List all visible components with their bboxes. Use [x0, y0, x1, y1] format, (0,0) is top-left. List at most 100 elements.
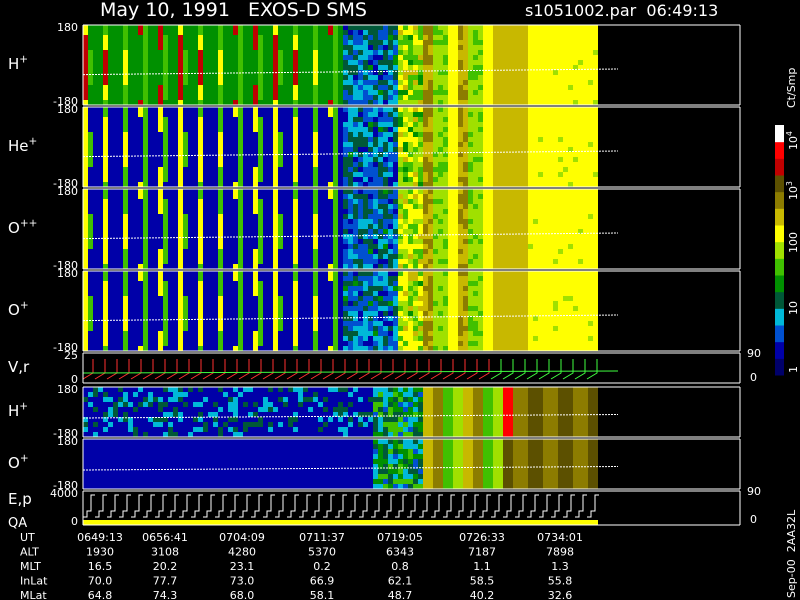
- spectrogram-cell: [118, 224, 123, 229]
- spectrogram-cell: [593, 40, 598, 45]
- spectrogram-cell: [198, 229, 203, 234]
- spectrogram-cell: [213, 214, 218, 219]
- spectrogram-cell: [213, 172, 218, 177]
- spectrogram-cell: [168, 152, 173, 157]
- spectrogram-cell: [578, 224, 583, 229]
- spectrogram-cell: [118, 127, 123, 132]
- spectrogram-cell: [283, 85, 288, 90]
- spectrogram-cell: [123, 50, 128, 55]
- spectrogram-cell: [483, 147, 488, 152]
- spectrogram-cell: [538, 50, 543, 55]
- spectrogram-cell: [478, 177, 483, 182]
- spectrogram-cell: [593, 199, 598, 204]
- spectrogram-cell: [558, 50, 563, 55]
- spectrogram-cell: [253, 249, 258, 254]
- spectrogram-cell: [188, 50, 193, 55]
- spectrogram-cell: [388, 75, 393, 80]
- spectrogram-cell: [208, 239, 213, 244]
- spectrogram-cell: [308, 254, 313, 259]
- spectrogram-cell: [178, 90, 183, 95]
- spectrogram-cell: [363, 35, 368, 40]
- spectrogram-cell: [553, 177, 558, 182]
- spectrogram-cell: [113, 127, 118, 132]
- spectrogram-cell: [303, 65, 308, 70]
- spectrogram-cell: [388, 209, 393, 214]
- spectrogram-cell: [338, 147, 343, 152]
- spectrogram-cell: [288, 107, 293, 112]
- spectrogram-cell: [403, 199, 408, 204]
- spectrogram-cell: [158, 264, 163, 269]
- spectrogram-cell: [333, 55, 338, 60]
- spectrogram-cell: [448, 122, 453, 127]
- spectrogram-cell: [463, 224, 468, 229]
- spectrogram-cell: [463, 90, 468, 95]
- spectrogram-cell: [428, 194, 433, 199]
- spectrogram-cell: [543, 117, 548, 122]
- spectrogram-cell: [198, 189, 203, 194]
- spectrogram-cell: [208, 117, 213, 122]
- spectrogram-cell: [183, 157, 188, 162]
- spectrogram-cell: [398, 244, 403, 249]
- spectrogram-cell: [498, 229, 503, 234]
- spectrogram-cell: [538, 60, 543, 65]
- spectrogram-cell: [113, 239, 118, 244]
- spectrogram-cell: [333, 35, 338, 40]
- spectrogram-cell: [88, 244, 93, 249]
- spectrogram-cell: [283, 55, 288, 60]
- spectrogram-cell: [473, 199, 478, 204]
- spectrogram-cell: [193, 80, 198, 85]
- spectrogram-cell: [188, 162, 193, 167]
- spectrogram-cell: [148, 204, 153, 209]
- spectrogram-cell: [338, 172, 343, 177]
- spectrogram-cell: [363, 117, 368, 122]
- spectrogram-cell: [158, 30, 163, 35]
- spectrogram-cell: [288, 239, 293, 244]
- spectrogram-cell: [503, 214, 508, 219]
- spectrogram-cell: [253, 182, 258, 187]
- spectrogram-cell: [83, 204, 88, 209]
- spectrogram-cell: [373, 90, 378, 95]
- spectrogram-cell: [393, 50, 398, 55]
- spectrogram-cell: [288, 25, 293, 30]
- spectrogram-cell: [388, 147, 393, 152]
- spectrogram-cell: [188, 259, 193, 264]
- spectrogram-cell: [378, 214, 383, 219]
- spectrogram-cell: [403, 177, 408, 182]
- spectrogram-cell: [503, 95, 508, 100]
- spectrogram-cell: [253, 142, 258, 147]
- spectrogram-cell: [293, 177, 298, 182]
- spectrogram-cell: [208, 60, 213, 65]
- spectrogram-cell: [388, 244, 393, 249]
- spectrogram-cell: [583, 172, 588, 177]
- spectrogram-cell: [413, 259, 418, 264]
- spectrogram-cell: [498, 219, 503, 224]
- spectrogram-cell: [373, 122, 378, 127]
- spectrogram-cell: [133, 264, 138, 269]
- spectrogram-cell: [118, 194, 123, 199]
- spectrogram-cell: [168, 65, 173, 70]
- spectrogram-cell: [533, 254, 538, 259]
- spectrogram-cell: [298, 80, 303, 85]
- spectrogram-cell: [503, 152, 508, 157]
- spectrogram-cell: [398, 229, 403, 234]
- spectrogram-cell: [83, 259, 88, 264]
- spectrogram-cell: [103, 100, 108, 105]
- spectrogram-cell: [553, 65, 558, 70]
- spectrogram-cell: [423, 90, 428, 95]
- spectrogram-cell: [353, 209, 358, 214]
- spectrogram-cell: [498, 264, 503, 269]
- spectrogram-cell: [308, 177, 313, 182]
- spectrogram-cell: [538, 219, 543, 224]
- spectrogram-cell: [458, 75, 463, 80]
- spectrogram-cell: [388, 229, 393, 234]
- spectrogram-cell: [268, 254, 273, 259]
- spectrogram-cell: [233, 209, 238, 214]
- spectrogram-cell: [488, 162, 493, 167]
- spectrogram-cell: [113, 224, 118, 229]
- spectrogram-cell: [83, 326, 88, 331]
- spectrogram-cell: [293, 142, 298, 147]
- spectrogram-cell: [413, 112, 418, 117]
- spectrogram-cell: [273, 162, 278, 167]
- spectrogram-cell: [278, 80, 283, 85]
- spectrogram-cell: [83, 311, 88, 316]
